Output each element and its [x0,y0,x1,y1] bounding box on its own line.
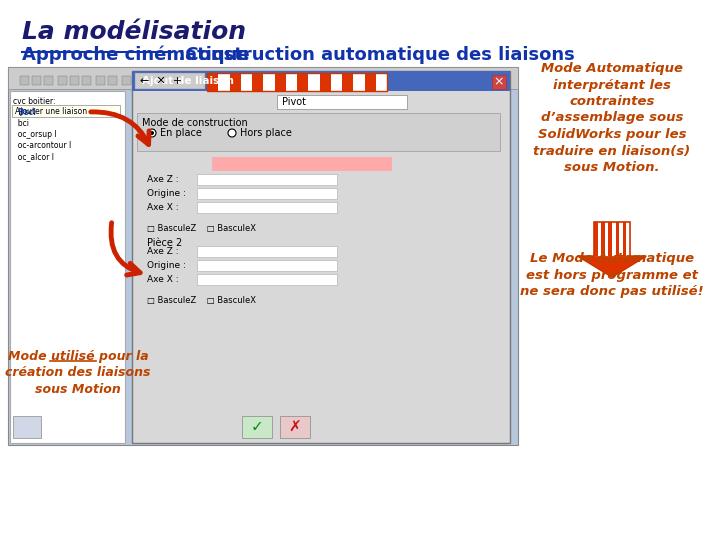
Bar [264,73,274,91]
Bar [297,73,308,91]
Bar [153,76,162,85]
Bar [598,222,601,256]
Bar [612,222,616,256]
Text: oc_orsup l: oc_orsup l [13,130,57,139]
Bar [197,202,337,213]
Text: ✗: ✗ [289,420,302,435]
Bar [619,222,623,256]
Bar [20,76,29,85]
Bar [242,416,272,438]
Bar [330,73,342,91]
Bar [108,76,117,85]
Text: Mode de construction: Mode de construction [142,118,248,128]
Bar [137,113,500,151]
FancyArrowPatch shape [111,222,140,275]
Circle shape [150,131,154,135]
Bar [230,73,240,91]
Text: Axe X :: Axe X : [147,274,179,284]
Bar [197,188,337,199]
Bar [203,76,212,85]
Bar [188,76,197,85]
Bar [605,222,608,256]
Text: Ajout de liaison: Ajout de liaison [142,76,234,86]
Bar [8,67,518,89]
Bar [58,76,67,85]
Text: Le Mode Automatique
est hors programme et
ne sera donc pas utilisé!: Le Mode Automatique est hors programme e… [520,252,704,298]
Bar [207,73,218,91]
Circle shape [148,129,156,137]
Text: □ BasculeZ    □ BasculeX: □ BasculeZ □ BasculeX [147,225,256,233]
Bar [601,222,605,256]
Bar [280,416,310,438]
Bar [240,73,252,91]
Polygon shape [577,256,647,277]
Text: Axe X :: Axe X : [147,202,179,212]
Bar [594,222,598,256]
Text: oc_alcor l: oc_alcor l [13,152,54,161]
Bar [197,274,337,285]
Bar [616,222,619,256]
Bar [197,260,337,271]
Bar [274,73,286,91]
Text: ←  ✕  +: ← ✕ + [140,76,182,86]
Text: :Construction automatique des liaisons: :Construction automatique des liaisons [172,46,575,64]
Text: Axe Z :: Axe Z : [147,246,179,255]
Circle shape [228,129,236,137]
Bar [132,71,510,443]
Bar [218,76,227,85]
Bar [212,157,392,171]
Text: Origine :: Origine : [147,260,186,269]
Text: bci: bci [13,119,29,128]
Bar [168,76,177,85]
Text: Ajouter une liaison: Ajouter une liaison [15,106,87,116]
Bar [135,73,205,89]
Bar [122,76,131,85]
Text: Pièce 2: Pièce 2 [147,238,182,248]
Text: cvc boitier:: cvc boitier: [13,97,55,106]
Bar [320,73,330,91]
Bar [70,76,79,85]
Text: Mode Automatique
interprétant les
contraintes
d’assemblage sous
SolidWorks pour : Mode Automatique interprétant les contra… [534,62,690,174]
Text: Approche cinématique: Approche cinématique [22,46,250,64]
Text: Hors place: Hors place [240,128,292,138]
Bar [342,73,354,91]
Text: Origine :: Origine : [147,188,186,198]
Bar [252,73,264,91]
Text: Bsci: Bsci [13,108,36,117]
Text: oc-arcontour l: oc-arcontour l [13,141,71,150]
Bar [608,222,612,256]
Bar [10,91,125,443]
Bar [364,73,376,91]
Bar [44,76,53,85]
Bar [13,416,41,438]
Text: Axe Z :: Axe Z : [147,174,179,184]
Bar [492,75,506,89]
Text: La modélisation: La modélisation [22,20,246,44]
Text: En place: En place [160,128,202,138]
Bar [12,105,120,117]
Text: Pivot: Pivot [282,97,306,107]
Bar [32,76,41,85]
Bar [197,246,337,257]
Text: Mode utilisé pour la
création des liaisons
sous Motion: Mode utilisé pour la création des liaiso… [5,350,150,396]
Bar [277,95,407,109]
Text: ✓: ✓ [251,420,264,435]
Bar [376,73,387,91]
Bar [8,67,518,445]
Bar [96,76,105,85]
Bar [286,73,297,91]
Bar [207,73,387,91]
Bar [308,73,320,91]
Bar [354,73,364,91]
Bar [623,222,626,256]
Bar [132,71,510,91]
Bar [626,222,630,256]
Bar [82,76,91,85]
Bar [197,174,337,185]
Bar [138,76,147,85]
Text: □ BasculeZ    □ BasculeX: □ BasculeZ □ BasculeX [147,296,256,306]
FancyArrowPatch shape [91,112,149,145]
Text: ×: × [494,76,504,89]
Bar [218,73,230,91]
